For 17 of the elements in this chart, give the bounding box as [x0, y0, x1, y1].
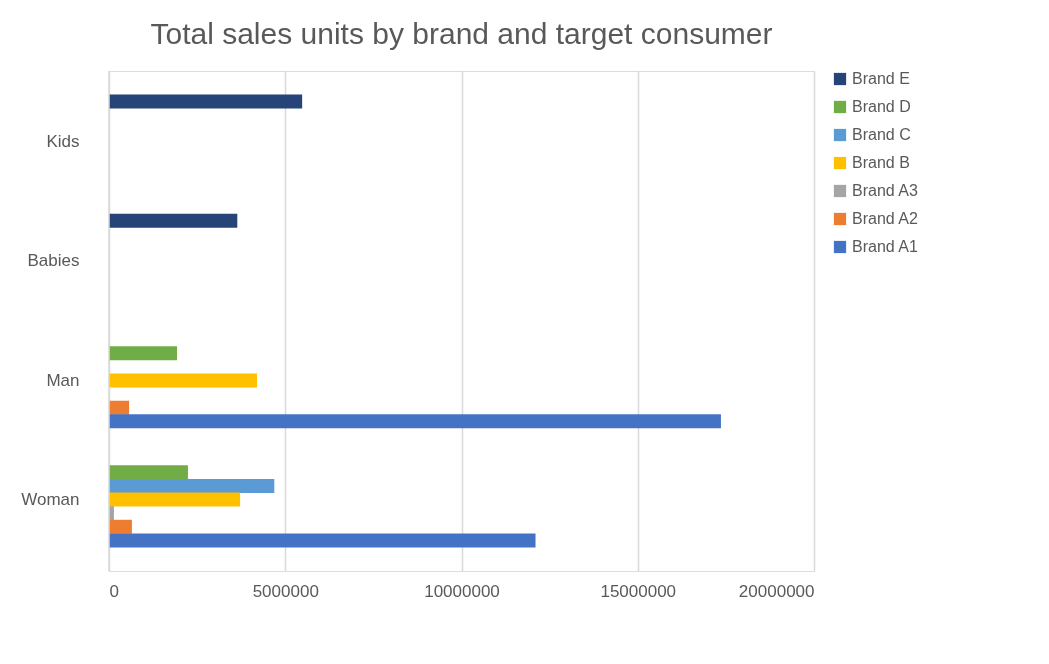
x-tick-label: 10000000: [424, 581, 500, 601]
legend-label: Brand A1: [852, 238, 918, 255]
legend-label: Brand A3: [852, 182, 918, 199]
y-tick-label: Man: [46, 370, 80, 390]
chart-title: Total sales units by brand and target consumer: [150, 17, 773, 51]
y-tick-label: Kids: [46, 132, 80, 152]
legend-label: Brand E: [852, 70, 910, 87]
legend-label: Brand B: [852, 154, 910, 171]
x-tick-label: 20000000: [738, 581, 815, 601]
x-tick-label: 15000000: [600, 581, 677, 601]
legend-label: Brand C: [852, 126, 911, 143]
legend-label: Brand D: [852, 98, 911, 115]
x-tick-label: 5000000: [252, 581, 319, 601]
legend-label: Brand A2: [852, 210, 918, 227]
y-tick-label: Woman: [21, 489, 80, 509]
y-tick-label: Babies: [27, 251, 80, 271]
x-tick-label: 0: [109, 581, 119, 601]
